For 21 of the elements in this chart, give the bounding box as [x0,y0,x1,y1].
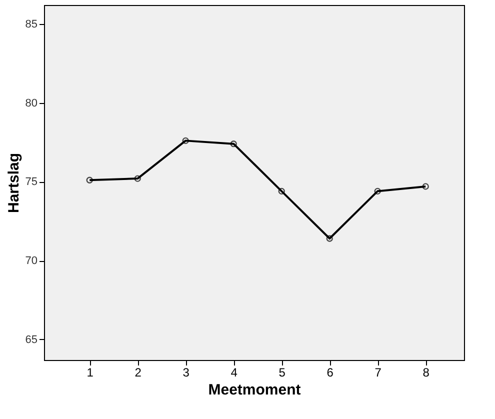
y-tick-label: 75 [25,176,38,188]
y-axis-title: Hartslag [5,152,22,214]
point [134,175,141,182]
y-tick-label: 85 [25,18,38,30]
x-tick-label: 2 [134,366,142,380]
point [374,188,381,195]
y-tick-label: 65 [25,334,38,346]
x-axis-title: Meetmoment [208,382,301,398]
x-tick-label: 6 [326,366,334,380]
x-tick-label: 4 [230,366,238,380]
point [230,140,237,148]
point [326,235,333,242]
point [182,137,189,144]
x-tick-label: 8 [422,366,430,380]
y-tick-label: 70 [25,255,38,268]
y-tick-label: 80 [25,97,38,110]
x-tick-label: 5 [278,366,286,380]
x-tick-label: 3 [182,366,190,380]
point [278,188,285,195]
x-tick-label: 7 [374,366,382,380]
x-tick-label: 1 [86,366,94,380]
